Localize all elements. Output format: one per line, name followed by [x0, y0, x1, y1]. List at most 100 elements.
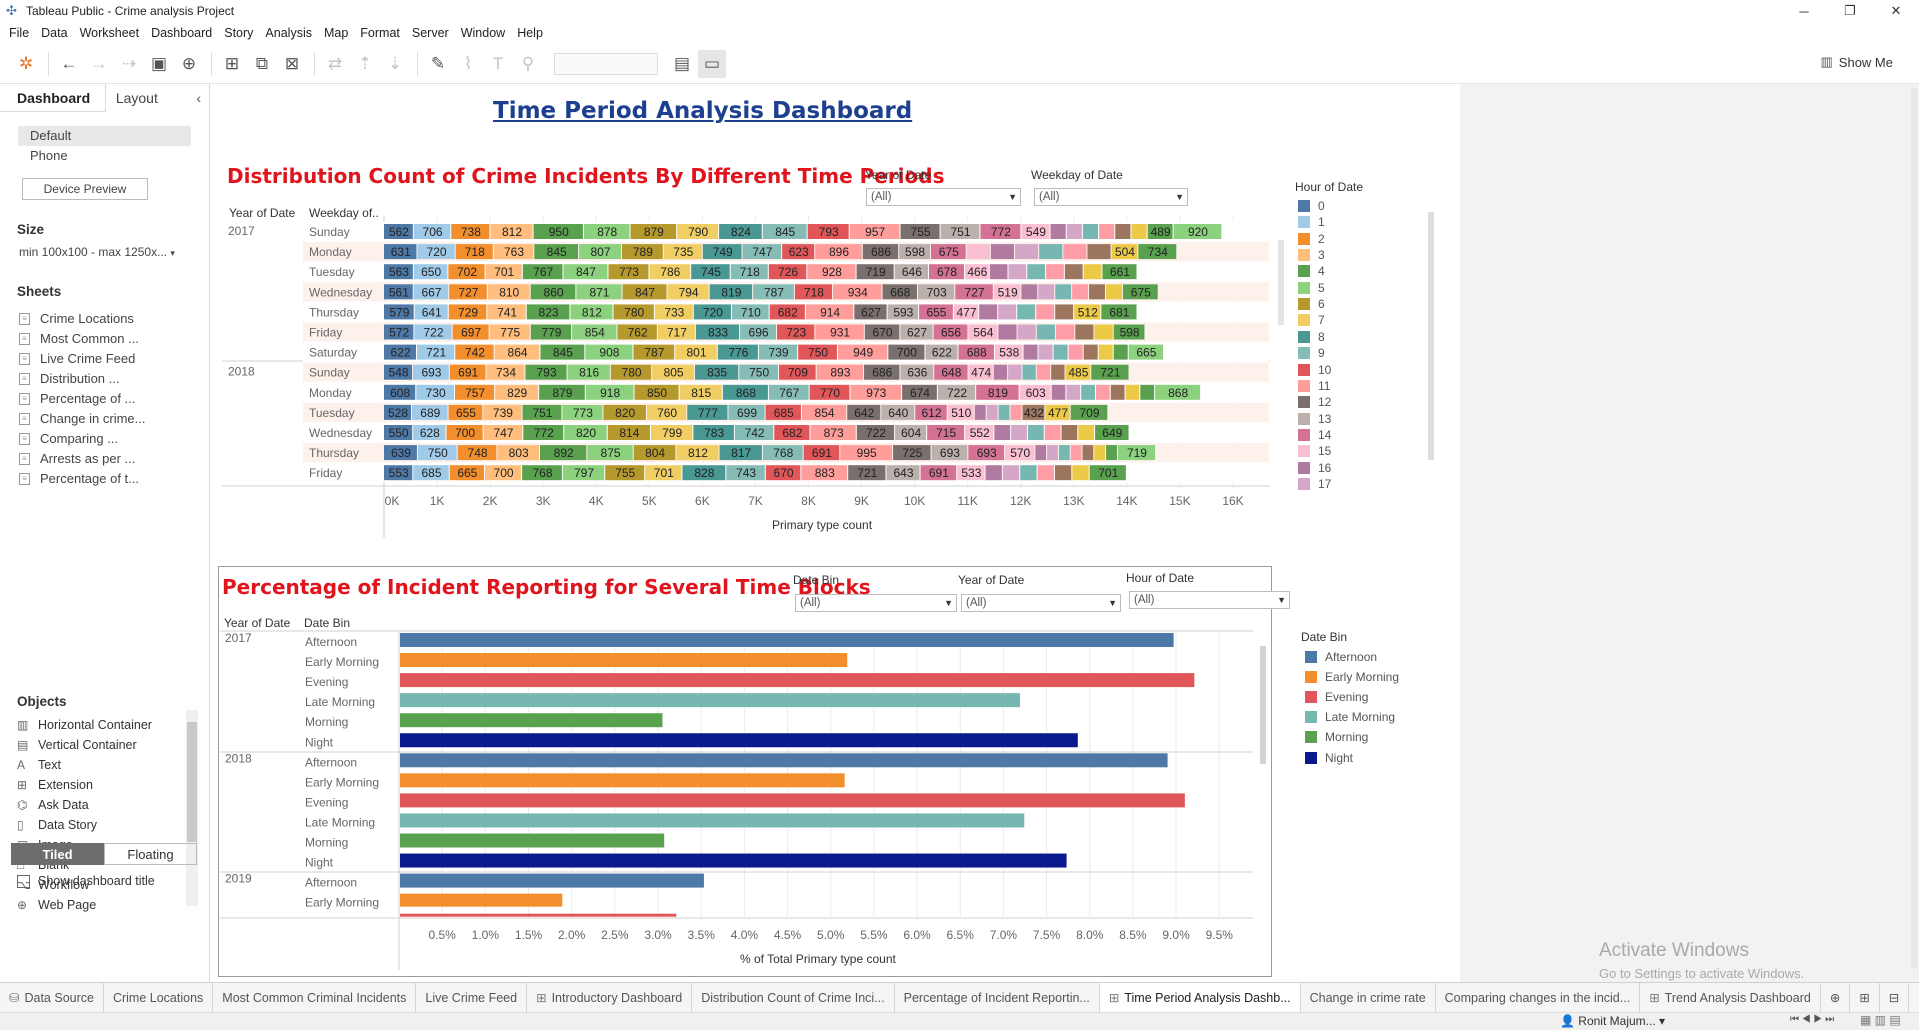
chart1-bar-segment[interactable] [895, 425, 927, 440]
chart1-bar-segment[interactable] [449, 465, 484, 481]
new-story-icon[interactable]: ⊡ [1909, 983, 1919, 1012]
chart1-bar-segment[interactable] [630, 224, 677, 239]
chart1-bar-segment[interactable] [1094, 324, 1113, 340]
chart1-bar-segment[interactable] [1095, 384, 1110, 400]
chart1-bar-segment[interactable] [691, 264, 730, 280]
chart1-bar-segment[interactable] [864, 324, 900, 340]
chart1-bar-segment[interactable] [1105, 284, 1122, 300]
new-worksheet-icon[interactable]: ⊞ [224, 53, 240, 73]
object-item[interactable]: ⊕ Web Page [0, 895, 210, 915]
chart1-bar-segment[interactable] [976, 384, 1019, 400]
objects-scrollbar[interactable] [186, 710, 198, 906]
chart1-bar-segment[interactable] [1002, 465, 1020, 481]
chart1-bar-segment[interactable] [1102, 264, 1137, 280]
chart1-bar-segment[interactable] [1075, 324, 1094, 340]
chart1-bar-segment[interactable] [522, 264, 563, 280]
floating-button[interactable]: Floating [104, 843, 197, 865]
redo-icon[interactable]: → [90, 53, 108, 73]
chart1-bar-segment[interactable] [1101, 304, 1137, 320]
chart1-bar-segment[interactable] [608, 264, 649, 280]
chart1-bar-segment[interactable] [856, 264, 894, 280]
chart1-bar-segment[interactable] [1020, 465, 1037, 481]
chart1-bar-segment[interactable] [1122, 284, 1158, 300]
chart1-bar-segment[interactable] [917, 284, 955, 300]
chart1-bar-segment[interactable] [1036, 364, 1051, 380]
sheet-item[interactable]: ≡ Most Common ... [0, 329, 209, 349]
chart1-bar-segment[interactable] [495, 384, 539, 400]
chart1-bar-segment[interactable] [1089, 284, 1105, 300]
chart1-bar-segment[interactable] [940, 224, 980, 239]
chart1-bar-segment[interactable] [805, 304, 854, 320]
chart1-bar-segment[interactable] [610, 364, 652, 380]
device-preview-button[interactable]: Device Preview [22, 178, 148, 200]
chart1-bar-segment[interactable] [974, 404, 986, 420]
chart1-bar-segment[interactable] [1089, 465, 1126, 481]
chart1-bar-segment[interactable] [540, 445, 587, 461]
chart1-bar-segment[interactable] [728, 404, 765, 420]
chart1-bar-segment[interactable] [1054, 465, 1072, 481]
chart1-bar-segment[interactable] [603, 404, 646, 420]
hour-legend-item[interactable]: 11 [1298, 379, 1330, 393]
sheet-tab[interactable]: Most Common Criminal Incidents [213, 983, 417, 1012]
chart1-bar-segment[interactable] [384, 324, 414, 340]
chart1-bar-segment[interactable] [900, 224, 940, 239]
chart1-bar-segment[interactable] [769, 304, 805, 320]
chart1-bar-segment[interactable] [583, 224, 630, 239]
chart1-bar-segment[interactable] [576, 284, 622, 300]
chart2-bar[interactable] [400, 813, 1025, 828]
chart2-bar[interactable] [400, 893, 563, 907]
chart1-bar-segment[interactable] [384, 284, 413, 300]
hour-legend-item[interactable]: 10 [1298, 363, 1331, 377]
chart1-bar-segment[interactable] [634, 384, 679, 400]
chart1-bar-segment[interactable] [448, 304, 487, 320]
sheet-item[interactable]: ≡ Live Crime Feed [0, 349, 209, 369]
chart1-bar-segment[interactable] [900, 364, 934, 380]
sheet-item[interactable]: ≡ Change in crime... [0, 409, 209, 429]
datebin-legend-item[interactable]: Early Morning [1305, 670, 1399, 684]
chart2-scrollbar[interactable] [1260, 646, 1266, 764]
sheet-tab[interactable]: Comparing changes in the incid... [1436, 983, 1641, 1012]
menu-format[interactable]: Format [360, 26, 400, 40]
chart1-bar-segment[interactable] [881, 404, 915, 420]
chart1-bar-segment[interactable] [497, 445, 540, 461]
highlight-icon[interactable]: ✎ [430, 53, 446, 73]
chart1-bar-segment[interactable] [919, 304, 953, 320]
chart1-bar-segment[interactable] [994, 344, 1023, 360]
chart2-bar[interactable] [400, 673, 1195, 688]
sheet-item[interactable]: ≡ Distribution ... [0, 369, 209, 389]
chart1-bar-segment[interactable] [719, 224, 762, 239]
chart1-bar-segment[interactable] [887, 304, 919, 320]
chart1-bar-segment[interactable] [765, 404, 801, 420]
sheet-tab[interactable]: Crime Locations [104, 983, 214, 1012]
chart2-bar[interactable] [400, 633, 1174, 647]
chart1-bar-segment[interactable] [993, 284, 1021, 300]
hour-legend-item[interactable]: 5 [1298, 281, 1325, 295]
chart1-bar-segment[interactable] [957, 465, 985, 481]
chart2-bar[interactable] [400, 713, 663, 728]
object-item[interactable]: A Text [0, 755, 210, 775]
chart1-bar-segment[interactable] [562, 465, 605, 481]
chart1-bar-segment[interactable] [572, 324, 617, 340]
chart1-bar-segment[interactable] [1078, 425, 1095, 440]
object-item[interactable]: ▤ Vertical Container [0, 735, 210, 755]
menu-dashboard[interactable]: Dashboard [151, 26, 213, 40]
filter-weekday-dropdown[interactable]: (All) ▼ [1034, 188, 1188, 206]
fix-axes-icon[interactable]: ⚲ [521, 53, 535, 73]
hour-legend-item[interactable]: 7 [1298, 313, 1325, 327]
chart1-bar-segment[interactable] [894, 264, 929, 280]
chart1-bar-segment[interactable] [947, 404, 974, 420]
datebin-legend-item[interactable]: Night [1305, 751, 1353, 765]
menu-server[interactable]: Server [411, 26, 449, 40]
chart1-bar-segment[interactable] [758, 344, 798, 360]
chart1-bar-segment[interactable] [1023, 344, 1038, 360]
chart1-bar-segment[interactable] [854, 304, 887, 320]
chart1-bar-segment[interactable] [968, 445, 1005, 461]
chart2-bar[interactable] [400, 873, 704, 888]
chart1-bar-segment[interactable] [607, 425, 650, 440]
tab-dashboard[interactable]: Dashboard [17, 90, 91, 106]
replay-icon[interactable]: ⇢ [121, 53, 137, 73]
chart1-bar-segment[interactable] [522, 404, 562, 420]
sheet-tab[interactable]: Percentage of Incident Reportin... [895, 983, 1100, 1012]
chart1-bar-segment[interactable] [929, 264, 964, 280]
device-phone[interactable]: Phone [30, 148, 68, 163]
